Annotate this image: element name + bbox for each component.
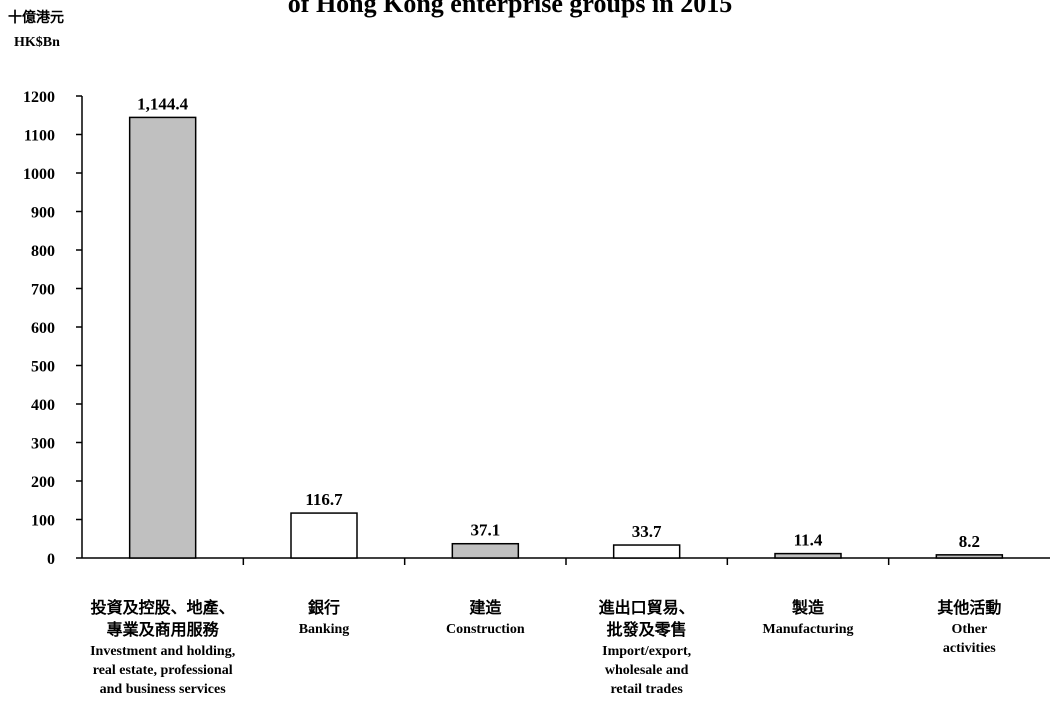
category-label-zh: 其他活動 xyxy=(937,598,1001,617)
category-label-zh: 專業及商用服務 xyxy=(107,620,220,639)
category-label-en: Other xyxy=(951,622,987,637)
category-label-zh: 製造 xyxy=(791,598,825,617)
bar xyxy=(451,542,520,559)
unit-label-zh: 十億港元 xyxy=(8,9,64,26)
category-label-en: wholesale and xyxy=(605,663,689,678)
y-tick-label: 300 xyxy=(31,436,55,453)
category-labels: 投資及控股、地產、專業及商用服務 Investment and holding, r… xyxy=(90,598,1001,697)
category-label-en: Banking xyxy=(299,622,350,637)
bar xyxy=(612,544,681,559)
data-label: 11.4 xyxy=(794,531,823,550)
bar xyxy=(290,512,358,559)
bars: 1,144.4 116.7 37.1 33.7 11.4 8.2 xyxy=(128,94,1004,559)
y-tick-label: 400 xyxy=(31,397,55,414)
axes: 0 100 200 300 400 500 600 700 800 900 1000 1100 1200 xyxy=(23,89,1050,568)
data-label: 33.7 xyxy=(632,522,662,541)
y-tick-label: 700 xyxy=(31,282,55,299)
category-label-en: activities xyxy=(943,641,996,656)
y-tick-label: 1000 xyxy=(23,166,55,183)
y-tick-label: 800 xyxy=(31,243,55,260)
y-tick-label: 1100 xyxy=(24,128,55,145)
category-label-en: Investment and holding, xyxy=(90,644,235,659)
data-label: 1,144.4 xyxy=(137,94,189,113)
category-label-zh: 建造 xyxy=(469,598,502,617)
category-label-zh: 投資及控股、地產、 xyxy=(91,598,235,617)
y-tick-label: 1200 xyxy=(23,89,55,106)
category-label-en: real estate, professional xyxy=(93,663,233,678)
chart-title: of Hong Kong enterprise groups in 2015 xyxy=(288,0,732,18)
data-label: 8.2 xyxy=(959,532,980,551)
data-label: 116.7 xyxy=(305,490,343,509)
y-tick-label: 200 xyxy=(31,474,55,491)
data-label: 37.1 xyxy=(470,521,500,540)
category-label-zh: 進出口貿易、 xyxy=(599,598,695,617)
y-tick-label: 500 xyxy=(31,359,55,376)
y-tick-label: 100 xyxy=(31,513,55,530)
category-label-zh: 銀行 xyxy=(308,598,340,617)
category-label-en: Manufacturing xyxy=(763,622,854,637)
y-tick-label: 900 xyxy=(31,205,55,222)
category-label-en: Construction xyxy=(446,622,525,637)
category-label-en: retail trades xyxy=(610,682,683,697)
bar xyxy=(774,552,842,559)
bar xyxy=(128,116,197,559)
category-label-en: Import/export, xyxy=(602,644,691,659)
bar xyxy=(935,554,1004,559)
y-tick-label: 0 xyxy=(47,551,55,568)
category-label-zh: 批發及零售 xyxy=(607,620,687,639)
unit-label-en: HK$Bn xyxy=(14,35,60,50)
category-label-en: and business services xyxy=(100,682,227,697)
y-tick-label: 600 xyxy=(31,320,55,337)
